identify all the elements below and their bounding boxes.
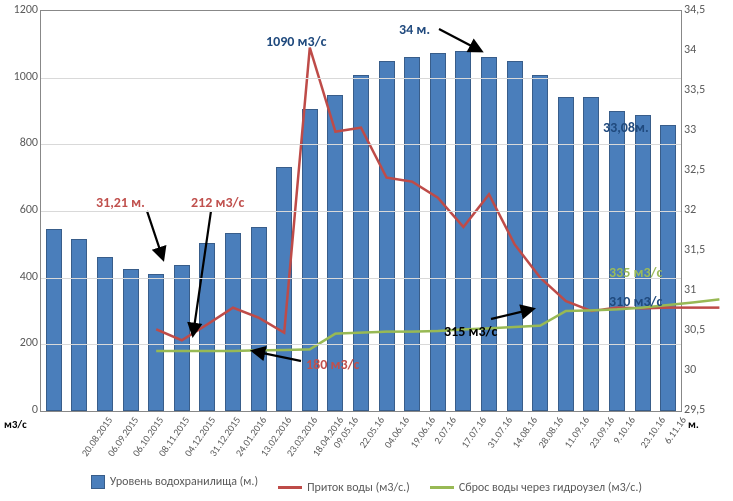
x-tick: 11.09.16 (561, 414, 592, 451)
y-right-tick: 31 (684, 283, 714, 297)
legend: Уровень водохранилища (м.) Приток воды (м… (0, 475, 733, 495)
y-left-tick: 400 (0, 270, 38, 284)
x-tick: 22.05.16 (356, 414, 387, 451)
y-right-tick: 34,5 (684, 3, 714, 17)
x-tick: 19.06.16 (407, 414, 438, 451)
legend-swatch (278, 486, 302, 489)
annotation-label: 310 м3/с (609, 293, 662, 310)
y-right-title: м. (688, 418, 699, 431)
annotation-label: 315 м3/с (444, 323, 497, 340)
legend-item: Уровень водохранилища (м.) (91, 475, 258, 489)
annotation-arrow (439, 29, 481, 51)
x-tick: 23.09.16 (586, 414, 617, 451)
annotation-label: 212 м3/с (191, 194, 244, 211)
x-tick: 28.08.16 (535, 414, 566, 451)
y-left-tick: 600 (0, 203, 38, 217)
y-right-tick: 32,5 (684, 163, 714, 177)
y-left-title: м3/с (4, 418, 27, 431)
gridline (41, 344, 681, 345)
annotation-label: 1090 м3/с (266, 33, 327, 50)
legend-swatch (91, 475, 105, 489)
legend-item: Сброс воды через гидроузел (м3/с.) (430, 481, 642, 495)
x-tick: 04.06.16 (382, 414, 413, 451)
annotation-label: 33,08м. (603, 119, 649, 136)
legend-label: Приток воды (м3/с.) (307, 481, 410, 495)
gridline (41, 144, 681, 145)
chart-container: 31,21 м. 212 м3/с 1090 м3/с 34 м. 180 м3/с 31… (0, 0, 733, 501)
legend-label: Уровень водохранилища (м.) (110, 475, 258, 489)
y-left-tick: 0 (0, 403, 38, 417)
legend-label: Сброс воды через гидроузел (м3/с.) (459, 481, 642, 495)
legend-item: Приток воды (м3/с.) (278, 481, 410, 495)
annotation-arrow (253, 351, 301, 361)
y-right-tick: 34 (684, 43, 714, 57)
y-left-tick: 1000 (0, 70, 38, 84)
gridline (41, 211, 681, 212)
annotation-arrow (491, 309, 533, 319)
annotation-label: 31,21 м. (96, 194, 145, 211)
x-tick: 23.10.16 (638, 414, 669, 451)
gridline (41, 278, 681, 279)
x-tick: 14.08.16 (510, 414, 541, 451)
annotation-label: 180 м3/с (306, 356, 359, 373)
legend-swatch (430, 486, 454, 489)
y-right-tick: 29,5 (684, 403, 714, 417)
plot-area: 31,21 м. 212 м3/с 1090 м3/с 34 м. 180 м3/с 31… (40, 10, 682, 412)
y-right-tick: 33 (684, 123, 714, 137)
annotation-arrow (193, 211, 211, 335)
gridline (41, 78, 681, 79)
y-right-tick: 33,5 (684, 83, 714, 97)
y-left-tick: 800 (0, 136, 38, 150)
y-left-tick: 200 (0, 336, 38, 350)
annotation-arrow (147, 211, 163, 259)
annotation-label: 34 м. (399, 21, 430, 38)
y-right-tick: 31,5 (684, 243, 714, 257)
x-tick: 17.07.16 (458, 414, 489, 451)
x-tick: 31.07.16 (484, 414, 515, 451)
y-right-tick: 30,5 (684, 323, 714, 337)
annotation-label: 335 м3/с (609, 264, 662, 281)
y-left-tick: 1200 (0, 3, 38, 17)
y-right-tick: 32 (684, 203, 714, 217)
y-right-tick: 30 (684, 363, 714, 377)
